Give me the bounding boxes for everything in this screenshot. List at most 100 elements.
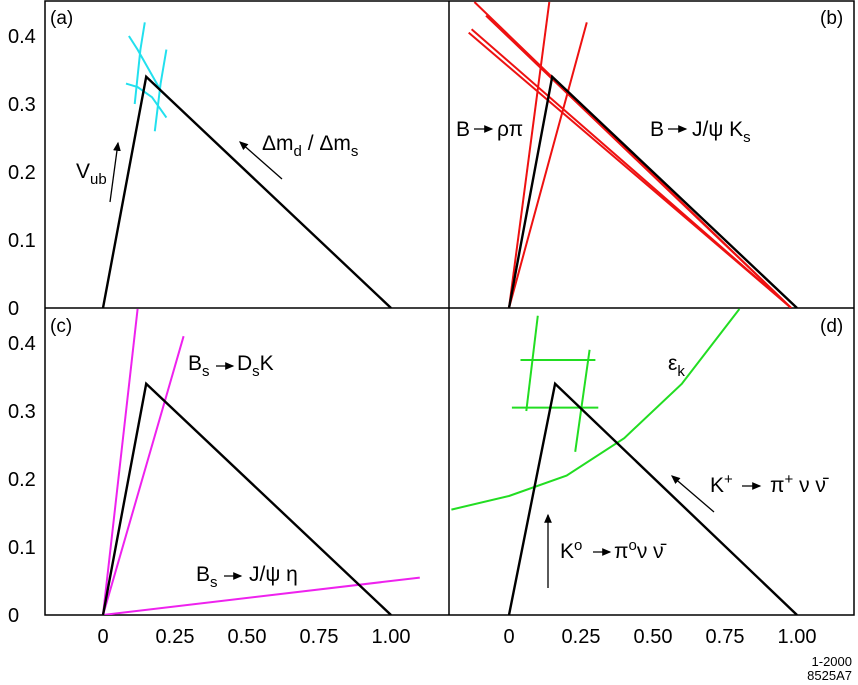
y-tick-label-top-3: 0.3: [8, 94, 36, 116]
kplus-k: K: [710, 474, 724, 497]
annotation-b-jpsiks: B J/ψ Ks: [650, 118, 751, 146]
annotation-kplus: K+ π+ ν ν̄: [671, 471, 829, 513]
panel-3-series-line-1: [574, 349, 591, 452]
x-axis-left-ticks: 0 0.25 0.50 0.75 1.00: [97, 626, 410, 648]
panel-2-unitarity-triangle: [101, 381, 392, 615]
panel-a-plot: [101, 22, 392, 308]
epsilon-sub: k: [677, 363, 685, 380]
panel-0-series-line-1: [125, 82, 168, 119]
k0-pisup: o: [629, 537, 637, 554]
kplus-diag-arrow: [671, 475, 715, 513]
x-tick-label-left-2: 0.50: [228, 626, 267, 648]
y-tick-label-top-0: 0: [8, 298, 19, 320]
dmd-text: Δm: [262, 132, 294, 155]
panel-0-series-line-3: [153, 49, 168, 132]
bs-jpsieta-sub: s: [210, 574, 218, 591]
panel-d-plot: [451, 308, 798, 615]
annotation-dmd-dms: Δmd / Δms: [239, 132, 358, 180]
svg-text:πoν ν̄: πoν ν̄: [614, 537, 667, 563]
kplus-pisup: +: [785, 471, 794, 488]
y-tick-label-bottom-1: 0.1: [8, 537, 36, 559]
x-tick-label-left-4: 1.00: [372, 626, 411, 648]
panel-label-d: (d): [820, 316, 843, 337]
k0-sup: o: [574, 537, 582, 554]
b-jpsiks-b: B: [650, 118, 664, 141]
annotation-k0: Ko πoν ν̄: [544, 513, 667, 588]
footer-line-1: 1-2000: [812, 654, 852, 669]
panel-0-unitarity-triangle: [101, 74, 392, 308]
k0-nu: ν ν̄: [637, 540, 667, 563]
x-tick-label-left-0: 0: [97, 626, 108, 648]
y-tick-label-bottom-3: 0.3: [8, 401, 36, 423]
vub-arrow: [109, 141, 121, 203]
panel-label-a: (a): [50, 8, 73, 29]
svg-text:DsK: DsK: [237, 352, 274, 380]
y-tick-label-top-1: 0.1: [8, 230, 36, 252]
kplus-pi: π: [770, 474, 785, 497]
epsilon-text: ε: [668, 352, 677, 375]
panel-label-c: (c): [50, 316, 72, 337]
svg-text:Bs: Bs: [196, 563, 218, 591]
panel-1-series-line-0: [508, 1, 551, 308]
panel-2-series-line-1: [102, 335, 185, 615]
y-tick-label-bottom-0: 0: [8, 605, 19, 627]
bs-dsk-target: D: [237, 352, 252, 375]
x-tick-label-left-3: 0.75: [300, 626, 339, 648]
x-tick-label-left-1: 0.25: [156, 626, 195, 648]
b-jpsiks-target: J/ψ K: [692, 118, 743, 141]
dmd-sub: d: [294, 143, 302, 160]
y-tick-label-bottom-4: 0.4: [8, 333, 36, 355]
vub-text: V: [76, 160, 90, 183]
bs-jpsieta-target: J/ψ η: [249, 563, 298, 586]
svg-text:Δmd / Δms: Δmd / Δms: [262, 132, 358, 160]
panel-1-series-line-5: [468, 31, 792, 308]
x-tick-label-right-3: 0.75: [706, 626, 745, 648]
panel-0-series-line-2: [133, 22, 146, 105]
panel-3-unitarity-triangle: [507, 381, 798, 615]
annotation-bs-jpsieta: Bs J/ψ η: [196, 563, 298, 591]
y-tick-label-bottom-2: 0.2: [8, 469, 36, 491]
k0-pi: π: [614, 540, 629, 563]
bs-dsk-k: K: [260, 352, 274, 375]
x-tick-label-right-2: 0.50: [634, 626, 673, 648]
panel-c-plot: [101, 308, 420, 615]
panel-2-series-line-0: [102, 308, 139, 615]
dmd-arrow: [239, 141, 283, 180]
vub-sub: ub: [90, 171, 107, 188]
kplus-nu: ν ν̄: [793, 474, 829, 497]
b-rhopi-b: B: [456, 118, 470, 141]
y-tick-label-top-4: 0.4: [8, 26, 36, 48]
x-tick-label-right-0: 0: [503, 626, 514, 648]
svg-text:Ko: Ko: [560, 537, 582, 563]
bs-dsk-sub2: s: [252, 363, 260, 380]
x-axis-right-ticks: 0 0.25 0.50 0.75 1.00: [503, 626, 816, 648]
epsilon-k-label: εk: [668, 352, 685, 380]
y-tick-label-top-2: 0.2: [8, 162, 36, 184]
svg-text:Vub: Vub: [76, 160, 107, 188]
svg-text:Bs: Bs: [188, 352, 210, 380]
footer-line-2: 8525A7: [807, 668, 852, 683]
svg-text:π+ ν ν̄: π+ ν ν̄: [770, 471, 829, 497]
panel-b-plot: [468, 1, 798, 308]
b-rhopi-target: ρπ: [497, 118, 523, 141]
k0-k: K: [560, 540, 574, 563]
y-axis-bottom-ticks: 0 0.1 0.2 0.3 0.4: [8, 333, 36, 627]
x-tick-label-right-4: 1.00: [778, 626, 817, 648]
annotation-vub: Vub: [76, 141, 121, 203]
x-tick-label-right-1: 0.25: [562, 626, 601, 648]
dms-sub: s: [351, 143, 359, 160]
bs-dsk-b: B: [188, 352, 202, 375]
annotation-b-rhopi: B ρπ: [456, 118, 523, 141]
panel-label-b: (b): [820, 8, 843, 29]
panel-3-series-line-4: [451, 308, 741, 511]
dms-text: / Δm: [302, 132, 351, 155]
panel-2-series-line-2: [102, 576, 420, 615]
svg-text:K+: K+: [710, 471, 733, 497]
panel-1-unitarity-triangle: [507, 74, 798, 308]
panel-1-series-line-3: [485, 14, 792, 308]
panel-3-series-line-0: [525, 315, 539, 412]
panel-0-series-line-0: [128, 35, 162, 91]
annotation-bs-dsk: Bs DsK: [188, 352, 274, 380]
y-axis-top-ticks: 0 0.1 0.2 0.3 0.4: [8, 26, 36, 320]
